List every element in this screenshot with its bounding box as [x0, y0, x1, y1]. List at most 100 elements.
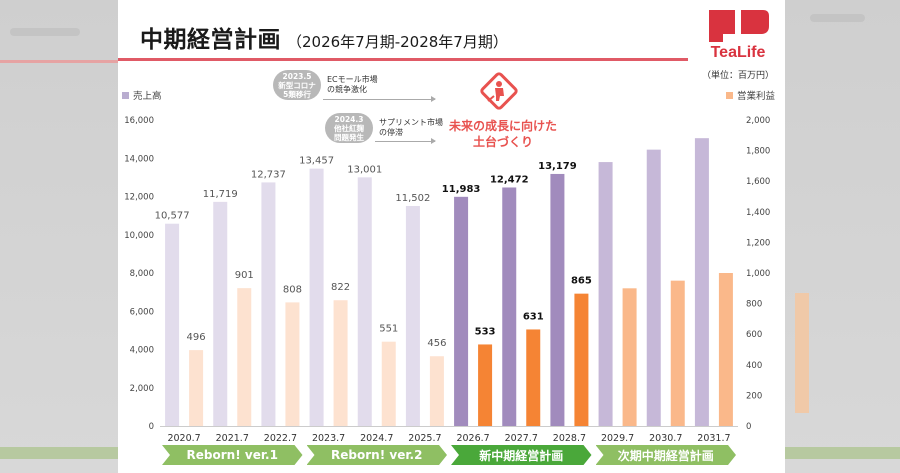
profit-bar [622, 288, 637, 426]
right-axis-tick: 400 [746, 361, 762, 371]
sales-bar [261, 182, 276, 426]
sales-bar [357, 177, 372, 426]
left-axis-tick: 14,000 [124, 154, 154, 164]
slide: 中期経営計画 （2026年7月期-2028年7月期） TeaLife （単位：百万… [118, 0, 785, 473]
left-axis-tick: 2,000 [130, 384, 154, 394]
x-axis-tick: 2028.7 [553, 433, 586, 444]
profit-bar [381, 341, 396, 426]
x-axis-tick: 2027.7 [505, 433, 538, 444]
profit-bar [478, 344, 493, 426]
left-axis-tick: 12,000 [124, 193, 154, 203]
legend-swatch-sales [122, 91, 129, 99]
right-axis-tick: 1,800 [746, 147, 770, 157]
phase-band: Reborn! ver.2 [307, 445, 448, 465]
sales-bar [454, 196, 469, 426]
bar-chart: 0 2,000 4,000 6,000 8,000 10,000 12,000 14,000 1… [124, 116, 770, 444]
x-axis-tick: 2025.7 [408, 433, 441, 444]
event-badge: 2024.3 他社紅麹 問題発生 [325, 113, 373, 143]
x-axis-tick: 2031.7 [697, 433, 730, 444]
right-axis-tick: 800 [746, 300, 762, 310]
profit-data-label: 865 [571, 276, 592, 287]
event-text: ECモール市場 の競争激化 [327, 75, 378, 94]
left-axis-tick: 10,000 [124, 231, 154, 241]
right-axis-tick: 0 [746, 422, 751, 432]
sales-data-label: 12,737 [251, 169, 286, 180]
profit-bar [237, 288, 252, 426]
x-axis-tick: 2024.7 [360, 433, 393, 444]
legend-label-sales: 売上高 [133, 91, 162, 102]
x-axis-tick: 2020.7 [167, 433, 200, 444]
arrow-icon [375, 138, 436, 144]
right-axis-tick: 1,600 [746, 177, 770, 187]
profit-data-label: 551 [379, 324, 398, 335]
profit-data-label: 808 [283, 284, 302, 295]
right-axis-tick: 1,200 [746, 238, 770, 248]
phase-band: Reborn! ver.1 [162, 445, 303, 465]
profit-bar [429, 356, 444, 426]
sales-bar [405, 206, 420, 426]
x-axis-tick: 2030.7 [649, 433, 682, 444]
legend-swatch-profit [726, 91, 733, 99]
profit-bar [526, 329, 541, 426]
profit-data-label: 631 [523, 311, 544, 322]
future-message-line2: 土台づくり [472, 135, 533, 149]
left-axis-tick: 8,000 [130, 269, 154, 279]
blur-text [10, 28, 80, 36]
blur-band [785, 447, 900, 459]
logo-text: TeaLife [710, 44, 766, 61]
profit-bar [189, 350, 204, 426]
blur-bar [795, 293, 809, 413]
arrow-icon [323, 96, 436, 102]
x-axis-tick: 2023.7 [312, 433, 345, 444]
sales-data-label: 11,502 [395, 193, 430, 204]
phase-band: 次期中期経営計画 [596, 445, 737, 465]
tealife-logo-icon [709, 10, 769, 42]
right-axis-tick: 600 [746, 330, 762, 340]
legend-profit: 営業利益 [726, 88, 775, 102]
right-axis-tick: 1,400 [746, 208, 770, 218]
sales-bar [502, 187, 517, 426]
sales-data-label: 13,001 [347, 164, 382, 175]
unit-label: （単位：百万円） [702, 71, 775, 81]
profit-bar [718, 273, 733, 426]
profit-bar [574, 293, 589, 426]
sales-bar [550, 173, 565, 426]
profit-bar [670, 280, 685, 426]
profit-data-label: 456 [427, 338, 446, 349]
sales-data-label: 12,472 [490, 174, 529, 185]
profit-data-label: 901 [235, 270, 254, 281]
x-axis-tick: 2021.7 [216, 433, 249, 444]
right-axis-tick: 1,000 [746, 269, 770, 279]
phase-band: 新中期経営計画 [451, 445, 592, 465]
sales-bar [213, 201, 228, 426]
sales-data-label: 11,719 [203, 189, 238, 200]
title-main: 中期経営計画 [140, 27, 281, 53]
future-message: 未来の成長に向けた 土台づくり [448, 118, 558, 150]
sales-data-label: 13,179 [538, 161, 577, 172]
event-benikoji: 2024.3 他社紅麹 問題発生 サプリメント市場 の停滞 [325, 113, 443, 144]
x-axis-tick: 2029.7 [601, 433, 634, 444]
page-title: 中期経営計画 （2026年7月期-2028年7月期） [140, 20, 508, 54]
profit-data-label: 822 [331, 282, 350, 293]
left-axis-tick: 0 [149, 422, 154, 432]
left-axis-tick: 4,000 [130, 346, 154, 356]
blur-text [810, 14, 865, 22]
right-axis-tick: 2,000 [746, 116, 770, 126]
left-axis-tick: 16,000 [124, 116, 154, 126]
x-axis-tick: 2022.7 [264, 433, 297, 444]
profit-bar [333, 300, 348, 426]
left-axis-tick: 6,000 [130, 307, 154, 317]
background-right-strip [785, 0, 900, 473]
legend-label-profit: 営業利益 [737, 91, 776, 102]
sales-data-label: 10,577 [155, 211, 190, 222]
x-axis-tick: 2026.7 [456, 433, 489, 444]
construction-worker-icon [480, 72, 518, 110]
sales-bar [598, 162, 613, 426]
blur-band [0, 447, 118, 459]
legend-sales: 売上高 [122, 88, 162, 102]
event-badge: 2023.5 新型コロナ 5類移行 [273, 70, 321, 100]
right-axis-tick: 200 [746, 391, 762, 401]
sales-bar [309, 168, 324, 426]
sales-bar [165, 223, 180, 426]
event-covid: 2023.5 新型コロナ 5類移行 ECモール市場 の競争激化 [273, 70, 436, 102]
